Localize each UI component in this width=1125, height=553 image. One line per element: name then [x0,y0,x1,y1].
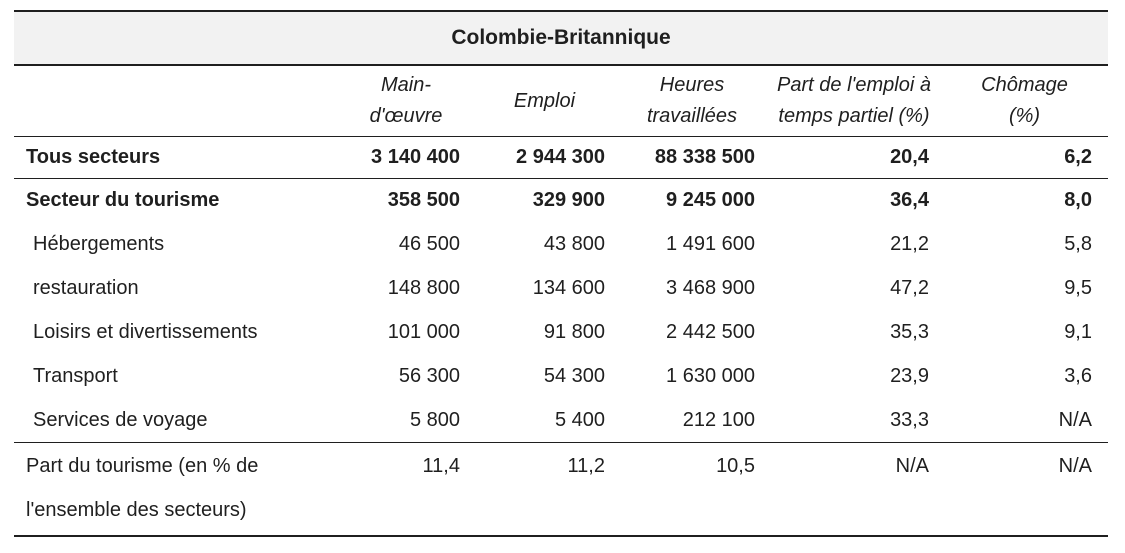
row-label: Loisirs et divertissements [33,321,258,343]
cell-chomage: 9,5 [1064,277,1092,299]
cell-temps-partiel: 20,4 [890,146,929,168]
cell-heures: 1 630 000 [666,365,755,387]
col-header-chomage: Chômage (%) [981,74,1068,127]
cell-main-doeuvre: 358 500 [387,189,460,212]
cell-temps-partiel: 35,3 [890,321,929,343]
col-header-main-doeuvre: Main- d'œuvre [369,74,443,127]
cell-main-doeuvre: 46 500 [398,233,460,255]
col-header-heures-travaillees: Heures travaillées [646,74,738,127]
table-row-loisirs-divertissements: Loisirs et divertissements 101 000 91 80… [14,311,1108,355]
table-title: Colombie-Britannique [14,11,1108,66]
table-row-part-du-tourisme: Part du tourisme (en % de l'ensemble des… [14,442,1108,537]
table-row-transport: Transport 56 300 54 300 1 630 000 23,9 3… [14,355,1108,399]
cell-chomage: 5,8 [1064,233,1092,255]
cell-emploi: 2 944 300 [516,146,605,168]
table-row-secteur-tourisme: Secteur du tourisme 358 500 329 900 9 24… [14,179,1108,223]
row-label: Tous secteurs [26,146,161,168]
cell-heures: 88 338 500 [654,146,755,168]
table-row-restauration: restauration 148 800 134 600 3 468 900 4… [14,267,1108,311]
cell-emploi: 43 800 [543,233,605,255]
cell-chomage: 9,1 [1064,321,1092,343]
cell-main-doeuvre: 11,4 [422,455,460,477]
table-row-tous-secteurs: Tous secteurs 3 140 400 2 944 300 88 338… [14,137,1108,179]
cell-chomage: 3,6 [1064,365,1092,387]
cell-emploi: 5 400 [554,408,605,431]
cell-temps-partiel: 33,3 [890,408,929,431]
cell-main-doeuvre: 5 800 [409,408,460,431]
cell-heures: 10,5 [716,455,755,477]
row-label: Transport [33,365,118,387]
cell-heures: 212 100 [682,408,755,431]
cell-emploi: 134 600 [532,277,605,299]
table-row-hebergements: Hébergements 46 500 43 800 1 491 600 21,… [14,223,1108,267]
cell-emploi: 91 800 [543,321,605,343]
col-header-emploi: Emploi [513,89,576,112]
cell-temps-partiel: 36,4 [890,189,929,212]
table-header-row: Main- d'œuvre Emploi Heures travaillées … [14,65,1108,137]
cell-emploi: 11,2 [567,455,605,477]
table-title-row: Colombie-Britannique [14,11,1108,66]
cell-main-doeuvre: 148 800 [387,277,460,299]
table-row-services-voyage: Services de voyage 5 800 5 400 212 100 3… [14,399,1108,443]
tourism-statistics-table: Colombie-Britannique Main- d'œuvre Emplo… [14,10,1108,537]
cell-temps-partiel: 23,9 [890,365,929,387]
row-label: restauration [33,277,139,299]
cell-heures: 3 468 900 [666,277,755,299]
cell-chomage: 6,2 [1064,146,1092,168]
cell-emploi: 329 900 [532,189,605,212]
cell-temps-partiel: 47,2 [890,277,929,299]
cell-temps-partiel: 21,2 [890,233,929,255]
cell-emploi: 54 300 [543,365,605,387]
row-label: Secteur du tourisme [26,189,220,212]
cell-temps-partiel: N/A [895,455,929,477]
col-header-empty [14,65,340,137]
row-label: Part du tourisme (en % de l'ensemble des… [26,455,259,521]
cell-main-doeuvre: 3 140 400 [371,146,460,168]
cell-chomage: N/A [1058,408,1092,431]
cell-heures: 1 491 600 [666,233,755,255]
cell-main-doeuvre: 56 300 [398,365,460,387]
row-label: Hébergements [33,233,165,255]
cell-heures: 9 245 000 [666,189,755,212]
cell-heures: 2 442 500 [666,321,755,343]
cell-chomage: N/A [1058,455,1092,477]
cell-main-doeuvre: 101 000 [387,321,460,343]
row-label: Services de voyage [33,408,208,431]
col-header-part-emploi-temps-partiel: Part de l'emploi à temps partiel (%) [777,74,931,127]
cell-chomage: 8,0 [1064,189,1092,212]
